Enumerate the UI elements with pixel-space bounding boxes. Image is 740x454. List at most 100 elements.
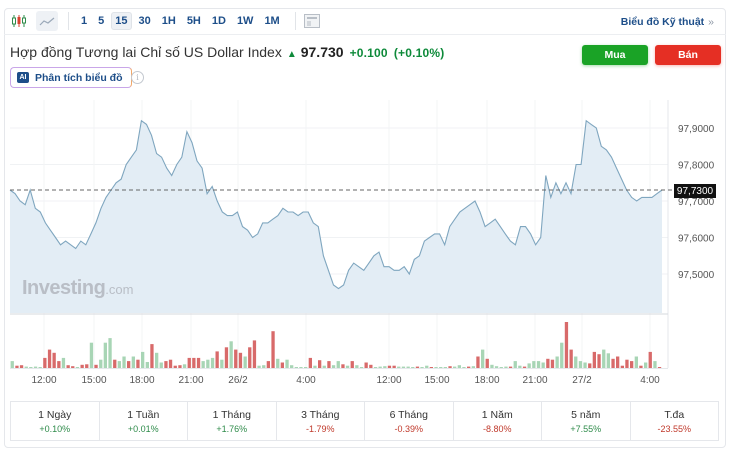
y-tick-label: 97,7000 bbox=[678, 197, 715, 208]
y-tick-label: 97,6000 bbox=[678, 234, 715, 245]
volume-bar bbox=[103, 342, 107, 368]
performance-table: 1 Ngày +0.10% 1 Tuần +0.01% 1 Tháng +1.76% 3 T… bbox=[10, 401, 719, 441]
volume-bar bbox=[206, 359, 210, 368]
volume-bar bbox=[271, 331, 275, 368]
volume-bar bbox=[369, 364, 373, 368]
ai-chart-analysis-button[interactable]: AI Phân tích biểu đồ bbox=[10, 67, 132, 88]
volume-bar bbox=[462, 367, 466, 368]
timeframe-1[interactable]: 1 bbox=[81, 15, 88, 27]
timeframe-1w[interactable]: 1W bbox=[236, 15, 254, 27]
x-tick-label: 15:00 bbox=[424, 375, 450, 386]
volume-bar bbox=[434, 367, 438, 368]
volume-bar bbox=[47, 349, 52, 368]
volume-bar bbox=[355, 365, 359, 368]
layout-icon[interactable] bbox=[303, 14, 320, 28]
volume-bar bbox=[313, 365, 317, 368]
volume-bar bbox=[238, 352, 243, 368]
volume-bar bbox=[513, 361, 517, 368]
volume-bar bbox=[630, 361, 634, 368]
volume-bar bbox=[415, 366, 420, 368]
timeframe-15[interactable]: 15 bbox=[111, 12, 132, 30]
volume-bar bbox=[443, 367, 447, 368]
volume-bar bbox=[19, 365, 24, 368]
x-tick-label: 15:00 bbox=[81, 375, 107, 386]
volume-bar bbox=[252, 340, 257, 368]
volume-bar bbox=[159, 362, 163, 368]
candlestick-icon[interactable] bbox=[8, 11, 30, 31]
volume-bar bbox=[616, 356, 620, 368]
buy-button[interactable]: Mua bbox=[582, 45, 648, 65]
volume-bar bbox=[322, 365, 326, 368]
performance-period: 1 Năm bbox=[481, 408, 513, 421]
timeframe-1d[interactable]: 1D bbox=[211, 15, 226, 27]
volume-bar bbox=[131, 356, 135, 368]
chart-toolbar: 1 5 15 30 1H 5H 1D 1W 1M Biểu đồ Kỹ thuậ… bbox=[4, 8, 726, 35]
volume-bar bbox=[392, 365, 396, 368]
timeframe-5[interactable]: 5 bbox=[98, 15, 105, 27]
performance-period: 1 Ngày bbox=[38, 408, 72, 421]
volume-bar bbox=[383, 366, 387, 368]
last-price: 97.730 bbox=[300, 44, 344, 60]
volume-bar bbox=[155, 352, 159, 368]
volume-bar bbox=[308, 357, 312, 368]
volume-bar bbox=[57, 361, 61, 368]
volume-bar bbox=[569, 349, 573, 368]
technical-chart-link[interactable]: Biểu đồ Kỹ thuật» bbox=[621, 16, 714, 28]
volume-bar bbox=[527, 363, 531, 368]
volume-bar bbox=[359, 367, 364, 368]
performance-period: 6 Tháng bbox=[389, 408, 428, 421]
volume-bar bbox=[122, 356, 126, 368]
performance-cell: 6 Tháng -0.39% bbox=[365, 402, 454, 440]
performance-period: 1 Tháng bbox=[212, 408, 251, 421]
timeframe-1m[interactable]: 1M bbox=[264, 15, 280, 27]
volume-bar bbox=[304, 367, 308, 368]
volume-bar bbox=[215, 351, 219, 368]
volume-bar bbox=[592, 351, 596, 368]
volume-bar bbox=[485, 358, 489, 368]
volume-bar bbox=[150, 344, 154, 368]
volume-bar bbox=[606, 353, 610, 368]
volume-bar bbox=[243, 356, 247, 368]
volume-bar bbox=[578, 361, 583, 368]
toolbar-divider bbox=[294, 12, 296, 30]
volume-bar bbox=[294, 367, 298, 368]
performance-value: -8.80% bbox=[482, 423, 512, 434]
up-arrow-icon: ▲ bbox=[286, 49, 297, 60]
volume-bar bbox=[168, 359, 173, 368]
volume-bar bbox=[224, 347, 229, 368]
volume-bar bbox=[85, 364, 89, 368]
ai-icon: AI bbox=[17, 72, 29, 83]
performance-cell: 3 Tháng -1.79% bbox=[277, 402, 365, 440]
performance-cell: T.đa -23.55% bbox=[631, 402, 719, 440]
technical-chart-label: Biểu đồ Kỹ thuật bbox=[620, 16, 705, 28]
price-chart[interactable]: 97,9000 97,8000 97,7000 97,6000 97,5000 bbox=[0, 0, 740, 400]
current-price-tag: 97,7300 bbox=[674, 184, 716, 198]
volume-bar bbox=[588, 363, 592, 368]
watermark-suffix: .com bbox=[105, 282, 134, 297]
volume-bar bbox=[644, 362, 648, 368]
sell-button[interactable]: Bán bbox=[655, 45, 721, 65]
volume-bar bbox=[341, 364, 345, 368]
volume-bar bbox=[401, 366, 406, 368]
volume-bar bbox=[266, 361, 270, 368]
timeframe-1h[interactable]: 1H bbox=[161, 15, 176, 27]
volume-bar bbox=[99, 359, 103, 368]
performance-cell: 1 Tháng +1.76% bbox=[188, 402, 277, 440]
volume-bar bbox=[38, 367, 42, 368]
volume-bar bbox=[276, 358, 280, 368]
volume-bar bbox=[457, 365, 461, 368]
volume-bar bbox=[187, 357, 191, 368]
area-chart-icon[interactable] bbox=[36, 11, 58, 31]
volume-bar bbox=[522, 366, 527, 368]
info-icon[interactable]: i bbox=[131, 71, 144, 84]
volume-bar bbox=[66, 365, 70, 368]
price-change: +0.100 bbox=[349, 46, 388, 60]
volume-bar bbox=[299, 367, 303, 368]
volume-bar bbox=[201, 361, 205, 368]
volume-bar bbox=[653, 361, 657, 368]
timeframe-5h[interactable]: 5H bbox=[186, 15, 201, 27]
timeframe-30[interactable]: 30 bbox=[138, 15, 151, 27]
performance-value: -0.39% bbox=[394, 423, 424, 434]
volume-bar bbox=[327, 361, 331, 368]
volume-bar bbox=[141, 351, 145, 368]
